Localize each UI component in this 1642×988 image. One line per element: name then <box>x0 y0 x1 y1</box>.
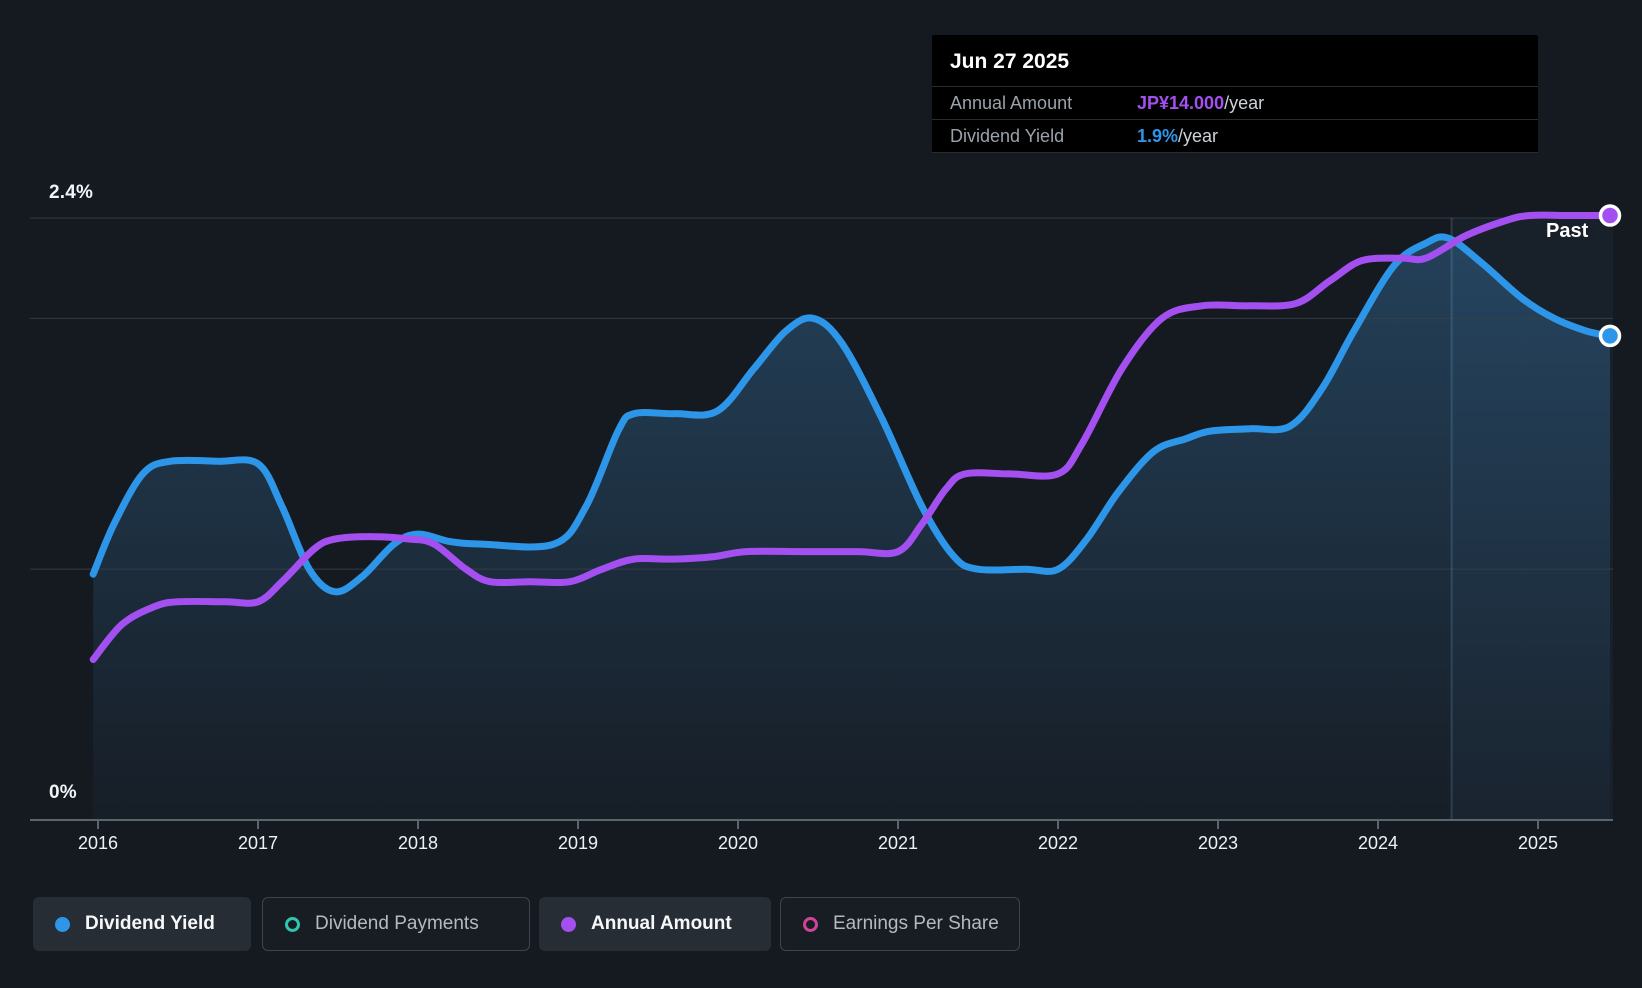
x-axis-label-2018: 2018 <box>397 833 439 853</box>
y-axis-max-label: 2.4% <box>49 182 94 203</box>
annual-amount-endpoint-marker <box>1598 204 1622 227</box>
legend-button-annual-amount[interactable]: Annual Amount <box>539 897 771 951</box>
legend-label: Earnings Per Share <box>833 913 999 934</box>
tooltip-suffix: /year <box>1224 93 1265 113</box>
filled-dot-icon <box>561 916 576 932</box>
x-axis-label-2025: 2025 <box>1517 833 1559 853</box>
legend-label: Annual Amount <box>591 913 732 934</box>
annual-amount-line <box>89 211 1614 663</box>
tooltip-value-annual-amount: JP¥14.000 <box>1137 93 1225 113</box>
dividend-yield-area <box>93 236 1611 820</box>
tooltip-suffix: /year <box>1178 126 1219 146</box>
tooltip-date: Jun 27 2025 <box>950 50 1070 73</box>
x-axis-label-2019: 2019 <box>557 833 599 853</box>
ring-dot-icon <box>803 916 818 932</box>
legend-label: Dividend Yield <box>85 913 215 934</box>
legend-button-dividend-yield[interactable]: Dividend Yield <box>33 897 251 951</box>
legend-button-dividend-payments[interactable]: Dividend Payments <box>262 897 530 951</box>
tooltip-label: Dividend Yield <box>950 126 1065 146</box>
dividend-yield-line <box>89 233 1614 596</box>
x-axis-label-2021: 2021 <box>877 833 919 853</box>
filled-dot-icon <box>55 916 70 932</box>
x-axis-label-2024: 2024 <box>1357 833 1399 853</box>
x-axis-label-2020: 2020 <box>717 833 759 853</box>
y-axis-min-label: 0% <box>49 782 77 803</box>
legend-label: Dividend Payments <box>315 913 479 934</box>
tooltip-row-dividend-yield: Dividend Yield 1.9%/year <box>932 119 1538 153</box>
chart-legend: Dividend Yield Dividend Payments Annual Am… <box>0 897 1642 951</box>
past-region-label: Past <box>1546 220 1589 242</box>
tooltip-row-annual-amount: Annual Amount JP¥14.000/year <box>932 86 1538 119</box>
tooltip-label: Annual Amount <box>950 93 1073 113</box>
dividend-yield-endpoint-marker <box>1598 324 1622 348</box>
x-axis-label-2017: 2017 <box>237 833 279 853</box>
legend-button-earnings-per-share[interactable]: Earnings Per Share <box>780 897 1020 951</box>
ring-dot-icon <box>285 916 300 932</box>
x-axis-label-2023: 2023 <box>1197 833 1239 853</box>
tooltip-value-dividend-yield: 1.9% <box>1137 126 1179 146</box>
x-axis-label-2022: 2022 <box>1037 833 1079 853</box>
x-axis-label-2016: 2016 <box>77 833 119 853</box>
chart-tooltip: Jun 27 2025 Annual Amount JP¥14.000/year… <box>932 35 1538 153</box>
